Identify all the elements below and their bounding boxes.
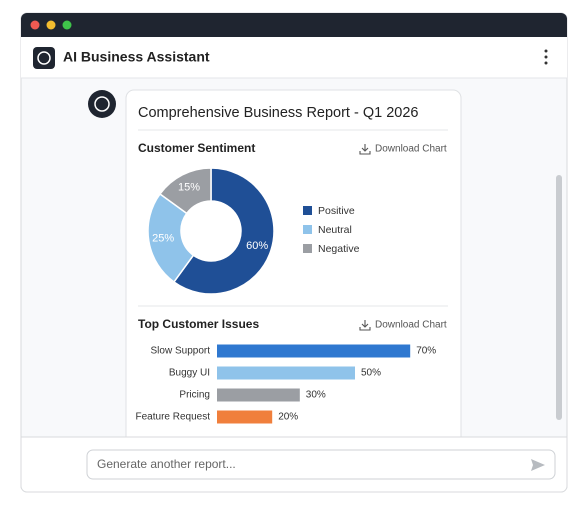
legend-swatch xyxy=(303,206,312,215)
bar-value-label: 30% xyxy=(306,390,326,401)
bar-label: Feature Request xyxy=(136,412,211,423)
legend-swatch xyxy=(303,225,312,234)
prompt-input[interactable] xyxy=(86,449,556,480)
bar-label: Buggy UI xyxy=(169,368,210,379)
bar xyxy=(217,388,300,402)
send-button[interactable] xyxy=(531,459,545,471)
legend-swatch xyxy=(303,244,312,253)
chart-title: Customer Sentiment xyxy=(138,141,255,155)
assistant-avatar xyxy=(88,90,116,118)
bar-value-label: 70% xyxy=(416,346,436,357)
chart-title: Top Customer Issues xyxy=(138,317,259,331)
legend-label: Neutral xyxy=(318,224,352,236)
download-chart-button[interactable]: Download Chart xyxy=(375,144,447,155)
bar-label: Pricing xyxy=(179,390,210,401)
app-title: AI Business Assistant xyxy=(63,49,210,65)
donut-slice xyxy=(172,167,275,295)
scrollbar[interactable] xyxy=(556,175,562,420)
bar-value-label: 50% xyxy=(361,368,381,379)
bar-label: Slow Support xyxy=(151,346,211,357)
minimize-button[interactable] xyxy=(46,20,56,30)
prompt-placeholder: Generate another report... xyxy=(97,457,236,471)
maximize-button[interactable] xyxy=(62,20,72,30)
legend-label: Negative xyxy=(318,243,360,255)
charts: Customer Sentiment Download Chart 60% Posit… xyxy=(136,141,447,424)
bar xyxy=(217,366,355,380)
header xyxy=(21,37,567,78)
bar xyxy=(217,410,273,424)
download-icon xyxy=(359,320,371,331)
download-icon xyxy=(359,144,371,155)
slice-label: 15% xyxy=(178,182,200,194)
legend-label: Positive xyxy=(318,205,355,217)
bar-value-label: 20% xyxy=(278,412,298,423)
app-icon-glyph xyxy=(37,51,51,65)
slice-label: 60% xyxy=(246,240,268,252)
menu-button[interactable] xyxy=(544,49,548,65)
download-chart-button[interactable]: Download Chart xyxy=(375,320,447,331)
donut-slice xyxy=(158,167,212,215)
close-button[interactable] xyxy=(30,20,40,30)
app-icon xyxy=(33,47,55,69)
title-bar xyxy=(21,13,567,37)
report-title: Comprehensive Business Report - Q1 2026 xyxy=(138,105,418,121)
slice-label: 25% xyxy=(152,232,174,244)
bar xyxy=(217,344,411,358)
avatar-glyph xyxy=(94,96,110,112)
